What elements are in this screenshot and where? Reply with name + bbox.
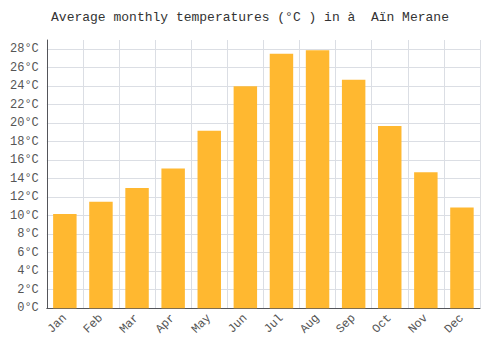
svg-text:Oct: Oct [370,311,395,336]
svg-text:Average monthly temperatures (: Average monthly temperatures (°C ) in à … [51,10,449,25]
svg-text:14°C: 14°C [10,172,39,186]
svg-text:12°C: 12°C [10,190,39,204]
svg-text:8°C: 8°C [17,227,39,241]
svg-text:Aug: Aug [297,311,322,336]
svg-text:18°C: 18°C [10,135,39,149]
svg-text:16°C: 16°C [10,153,39,167]
svg-text:4°C: 4°C [17,264,39,278]
svg-text:Mar: Mar [117,311,142,336]
svg-text:26°C: 26°C [10,61,39,75]
svg-text:6°C: 6°C [17,246,39,260]
svg-text:Sep: Sep [333,311,358,336]
svg-text:May: May [189,311,214,336]
svg-text:28°C: 28°C [10,42,39,56]
svg-text:0°C: 0°C [17,301,39,315]
svg-text:Jul: Jul [261,311,286,336]
svg-text:2°C: 2°C [17,283,39,297]
svg-text:Nov: Nov [406,311,431,336]
svg-text:24°C: 24°C [10,79,39,93]
svg-text:22°C: 22°C [10,98,39,112]
svg-text:Feb: Feb [81,311,106,336]
svg-text:10°C: 10°C [10,209,39,223]
svg-text:Dec: Dec [442,311,467,336]
svg-text:Jan: Jan [45,311,70,336]
svg-text:Apr: Apr [153,311,178,336]
svg-text:Jun: Jun [225,311,250,336]
svg-text:20°C: 20°C [10,116,39,130]
